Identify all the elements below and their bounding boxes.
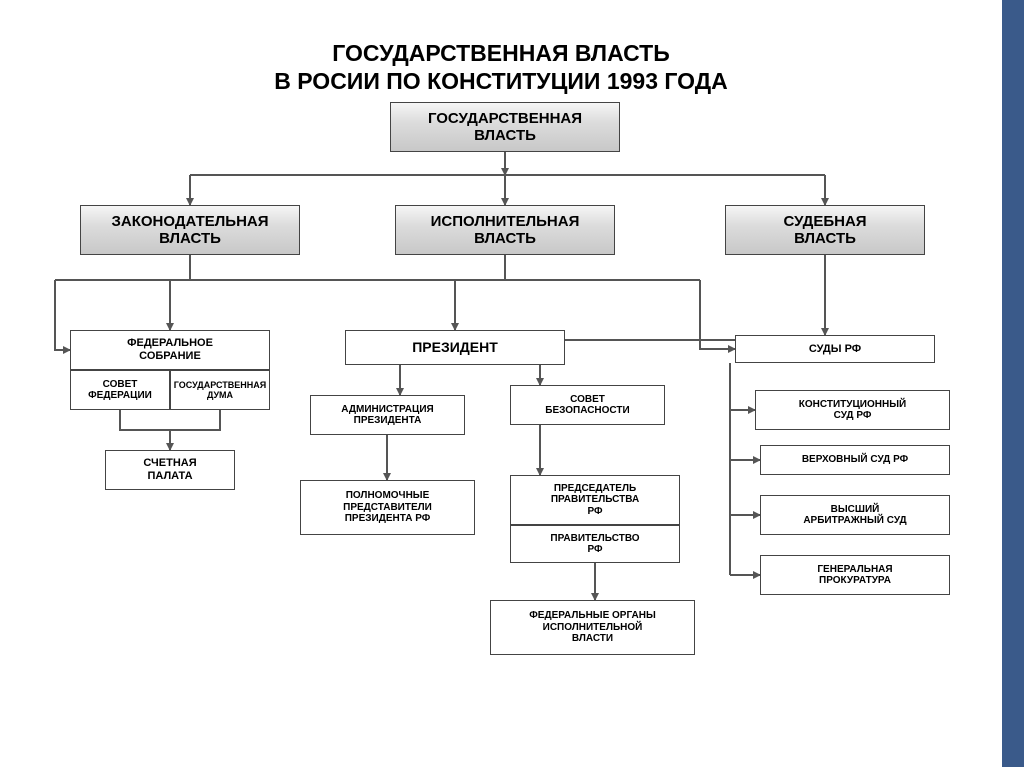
node-leg: ЗАКОНОДАТЕЛЬНАЯВЛАСТЬ xyxy=(80,205,300,255)
node-genprok: ГЕНЕРАЛЬНАЯПРОКУРАТУРА xyxy=(760,555,950,595)
node-fedassembly: ФЕДЕРАЛЬНОЕСОБРАНИЕ xyxy=(70,330,270,370)
node-sovfed: СОВЕТФЕДЕРАЦИИ xyxy=(70,370,170,410)
node-sovbez: СОВЕТБЕЗОПАСНОСТИ xyxy=(510,385,665,425)
node-predprav: ПРЕДСЕДАТЕЛЬПРАВИТЕЛЬСТВАРФ xyxy=(510,475,680,525)
node-courts: СУДЫ РФ xyxy=(735,335,935,363)
node-arbit: ВЫСШИЙАРБИТРАЖНЫЙ СУД xyxy=(760,495,950,535)
node-president: ПРЕЗИДЕНТ xyxy=(345,330,565,365)
node-prav: ПРАВИТЕЛЬСТВОРФ xyxy=(510,525,680,563)
right-sidebar-stripe xyxy=(1002,0,1024,767)
node-jud: СУДЕБНАЯВЛАСТЬ xyxy=(725,205,925,255)
diagram-title-line2: В РОСИИ ПО КОНСТИТУЦИИ 1993 ГОДА xyxy=(0,68,1002,95)
node-root: ГОСУДАРСТВЕННАЯВЛАСТЬ xyxy=(390,102,620,152)
node-fedorg: ФЕДЕРАЛЬНЫЕ ОРГАНЫИСПОЛНИТЕЛЬНОЙВЛАСТИ xyxy=(490,600,695,655)
node-konst: КОНСТИТУЦИОННЫЙСУД РФ xyxy=(755,390,950,430)
diagram-title-line1: ГОСУДАРСТВЕННАЯ ВЛАСТЬ xyxy=(0,40,1002,67)
node-admin: АДМИНИСТРАЦИЯПРЕЗИДЕНТА xyxy=(310,395,465,435)
diagram-canvas: ГОСУДАРСТВЕННАЯ ВЛАСТЬ В РОСИИ ПО КОНСТИ… xyxy=(0,0,1002,767)
node-exec: ИСПОЛНИТЕЛЬНАЯВЛАСТЬ xyxy=(395,205,615,255)
node-verh: ВЕРХОВНЫЙ СУД РФ xyxy=(760,445,950,475)
node-schet: СЧЕТНАЯПАЛАТА xyxy=(105,450,235,490)
node-polpred: ПОЛНОМОЧНЫЕПРЕДСТАВИТЕЛИПРЕЗИДЕНТА РФ xyxy=(300,480,475,535)
node-gosduma: ГОСУДАРСТВЕННАЯДУМА xyxy=(170,370,270,410)
